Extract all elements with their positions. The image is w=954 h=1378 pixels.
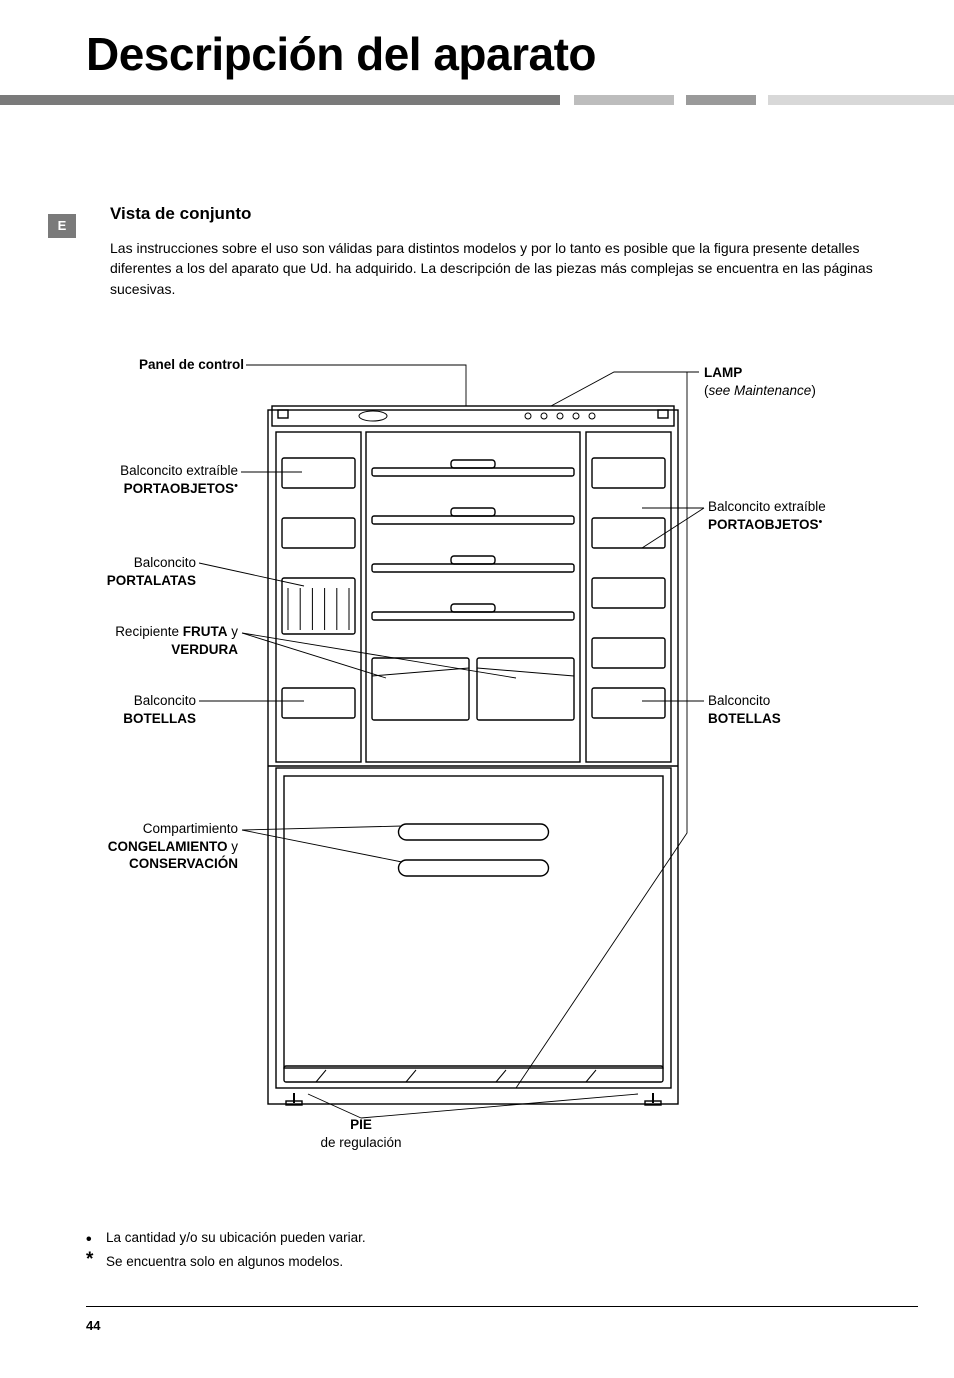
callout-panel-de-control: Panel de control (86, 356, 244, 374)
page-number: 44 (86, 1318, 100, 1333)
callout-portaobjetos-left: Balconcito extraíble PORTAOBJETOS• (86, 462, 238, 497)
footnote-bullet: •La cantidad y/o su ubicación pueden var… (86, 1228, 366, 1252)
callout-portaobjetos-right: Balconcito extraíble PORTAOBJETOS• (708, 498, 888, 533)
header-divider (0, 95, 954, 105)
callout-fruta-verdura: Recipiente FRUTA y VERDURA (46, 623, 238, 658)
subheading: Vista de conjunto (110, 204, 910, 224)
intro-paragraph: Las instrucciones sobre el uso son válid… (110, 238, 910, 299)
callout-botellas-right: Balconcito BOTELLAS (708, 692, 828, 727)
callout-lamp: LAMP (see Maintenance) (704, 364, 874, 399)
page-title: Descripción del aparato (86, 28, 954, 81)
footer-rule (86, 1306, 918, 1307)
callout-pie: PIE de regulación (286, 1116, 436, 1151)
appliance-diagram: Panel de control LAMP (see Maintenance) … (86, 348, 886, 1158)
footnote-star: *Se encuentra solo en algunos modelos. (86, 1252, 366, 1272)
callout-botellas-left: Balconcito BOTELLAS (86, 692, 196, 727)
callout-congelamiento: Compartimiento CONGELAMIENTO y CONSERVAC… (56, 820, 238, 873)
footnotes: •La cantidad y/o su ubicación pueden var… (86, 1228, 366, 1272)
content-block: Vista de conjunto Las instrucciones sobr… (110, 204, 910, 299)
language-tab: E (48, 214, 76, 238)
callout-portalatas: Balconcito PORTALATAS (86, 554, 196, 589)
